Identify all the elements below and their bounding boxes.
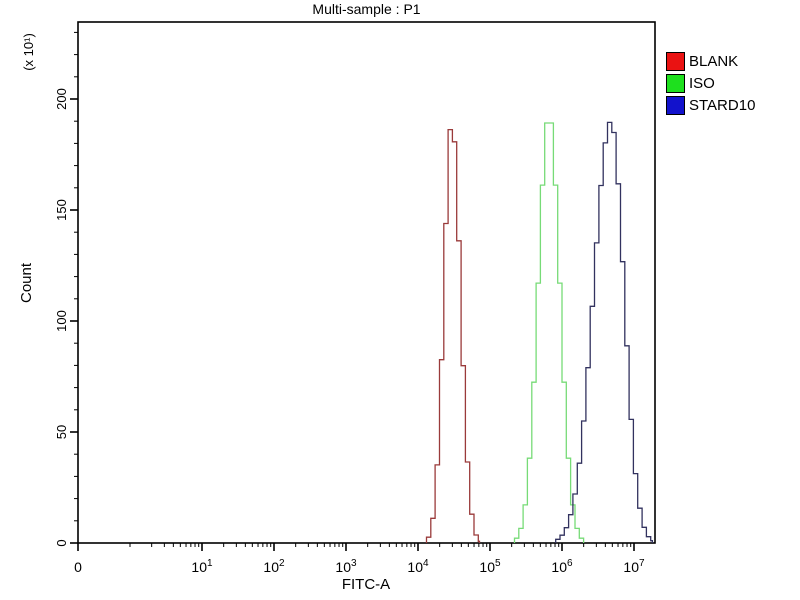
legend-label-stard10: STARD10 — [689, 97, 756, 114]
curve-stard10 — [555, 121, 654, 543]
legend-label-iso: ISO — [689, 75, 715, 92]
y-tick-label: 50 — [54, 425, 69, 439]
y-axis-label: Count — [18, 262, 35, 303]
x-tick-label: 106 — [551, 558, 573, 575]
legend: BLANK ISO STARD10 — [666, 52, 755, 115]
legend-item-stard10: STARD10 — [666, 96, 755, 115]
plot-frame — [77, 21, 656, 544]
legend-item-iso: ISO — [666, 74, 755, 93]
y-tick-label: 100 — [54, 310, 69, 332]
chart-title: Multi-sample : P1 — [312, 1, 421, 17]
legend-item-blank: BLANK — [666, 52, 755, 71]
x-tick-label: 103 — [335, 558, 357, 575]
x-axis-label: FITC-A — [342, 576, 390, 593]
curve-blank — [425, 128, 481, 543]
x-tick-label: 101 — [191, 558, 213, 575]
curve-iso — [513, 122, 585, 543]
y-tick-label: 0 — [54, 539, 69, 546]
histogram-curves — [425, 121, 654, 543]
x-tick-label: 107 — [623, 558, 645, 575]
legend-swatch-blank — [666, 52, 685, 71]
x-tick-label: 102 — [263, 558, 285, 575]
x-tick-label: 0 — [74, 559, 82, 575]
legend-swatch-stard10 — [666, 96, 685, 115]
legend-swatch-iso — [666, 74, 685, 93]
y-tick-label: 150 — [54, 199, 69, 221]
y-tick-label: 200 — [54, 88, 69, 110]
y-axis-ticks: 0 50 100 150 200 — [54, 31, 78, 547]
x-tick-label: 104 — [407, 558, 429, 575]
x-tick-label: 105 — [479, 558, 501, 575]
legend-label-blank: BLANK — [689, 53, 739, 70]
y-axis-unit-multiplier: (x 10¹) — [21, 33, 36, 71]
x-axis-ticks: 0 101 102 103 104 105 106 107 — [74, 543, 645, 575]
